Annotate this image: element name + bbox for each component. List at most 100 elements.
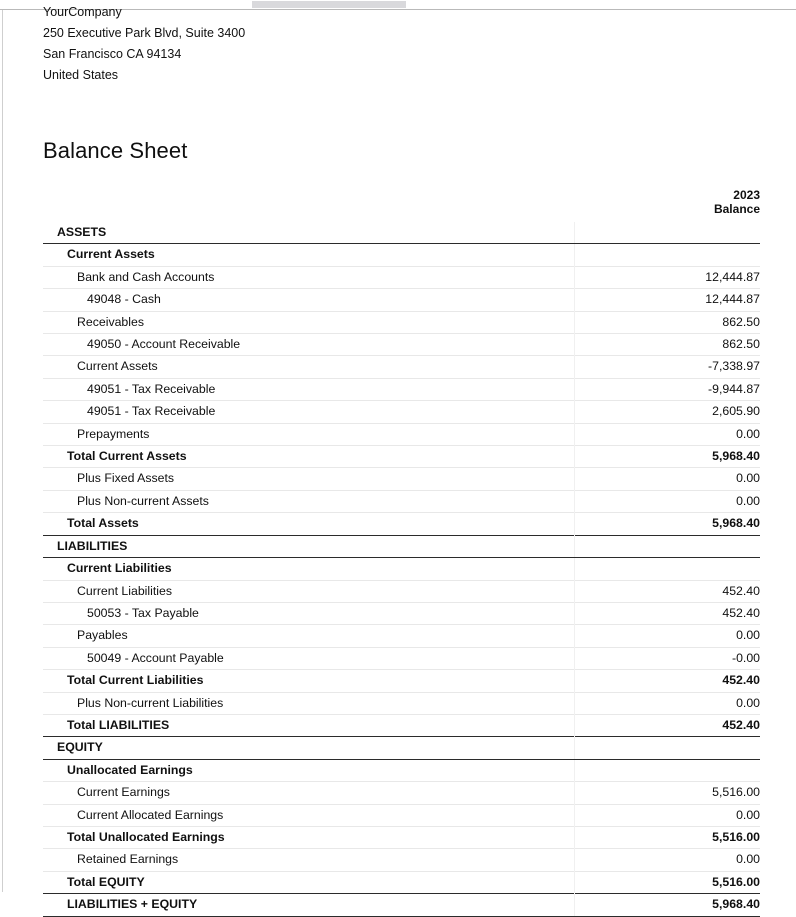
row-value: [573, 736, 760, 760]
row-label: 49050 - Account Receivable: [43, 333, 574, 356]
row-label: 49051 - Tax Receivable: [43, 377, 574, 401]
table-row: Total Current Assets 5,968.40: [43, 445, 760, 468]
row-label: Current Liabilities: [43, 579, 574, 603]
table-row: Current Allocated Earnings 0.00: [43, 803, 760, 827]
table-row: Plus Non-current Liabilities 0.00: [43, 691, 760, 715]
table-row: Receivables 862.50: [43, 310, 760, 334]
row-value: 12,444.87: [573, 288, 760, 312]
table-row: ASSETS: [43, 222, 760, 245]
document-page: YourCompany 250 Executive Park Blvd, Sui…: [2, 5, 796, 917]
row-label: Retained Earnings: [43, 848, 574, 872]
row-label: Plus Non-current Liabilities: [43, 691, 574, 715]
column-header-balance: 2023 Balance: [713, 188, 760, 216]
row-label: 50049 - Account Payable: [43, 646, 574, 670]
table-header: 2023 Balance: [43, 188, 760, 222]
table-row: Payables 0.00: [43, 624, 760, 648]
table-row: 50053 - Tax Payable 452.40: [43, 601, 760, 625]
row-value: 0.00: [573, 803, 760, 827]
page-title: Balance Sheet: [43, 138, 188, 163]
row-value: 0.00: [573, 467, 760, 491]
row-label: Total Unallocated Earnings: [43, 825, 574, 849]
row-value: 0.00: [573, 691, 760, 715]
row-value: 452.40: [573, 579, 760, 603]
company-name: YourCompany: [43, 5, 122, 19]
row-label: Payables: [43, 624, 574, 648]
row-label: Receivables: [43, 310, 574, 334]
row-label: Current Liabilities: [43, 557, 574, 580]
row-value: 5,516.00: [573, 781, 760, 805]
row-label: Total Current Liabilities: [43, 669, 574, 693]
row-label: ASSETS: [43, 222, 574, 245]
row-label: Current Earnings: [43, 781, 574, 805]
table-row: 49051 - Tax Receivable 2,605.90: [43, 400, 760, 424]
row-value: 12,444.87: [573, 265, 760, 289]
row-value: [573, 557, 760, 580]
table-row: 49050 - Account Receivable 862.50: [43, 333, 760, 356]
table-row: LIABILITIES + EQUITY 5,968.40: [43, 893, 760, 917]
table-row: 49051 - Tax Receivable -9,944.87: [43, 377, 760, 401]
row-value: 5,516.00: [573, 825, 760, 849]
row-label: Total Current Assets: [43, 445, 574, 468]
row-value: 452.40: [573, 601, 760, 625]
row-label: LIABILITIES: [43, 534, 574, 559]
table-row: Current Earnings 5,516.00: [43, 781, 760, 805]
row-value: 862.50: [573, 333, 760, 356]
row-value: 5,968.40: [573, 445, 760, 468]
row-value: [573, 534, 760, 559]
row-value: 0.00: [573, 848, 760, 872]
table-row: Unallocated Earnings: [43, 759, 760, 782]
table-row: Current Assets -7,338.97: [43, 355, 760, 379]
row-label: Total EQUITY: [43, 870, 574, 894]
table-row: Total Assets 5,968.40: [43, 512, 760, 536]
row-value: 0.00: [573, 422, 760, 446]
table-row: Total EQUITY 5,516.00: [43, 870, 760, 894]
row-label: 49048 - Cash: [43, 288, 574, 312]
row-value: [573, 243, 760, 267]
row-value: [573, 222, 760, 245]
row-label: Total Assets: [43, 512, 574, 536]
browser-chrome-strip: [0, 0, 796, 10]
table-row: LIABILITIES: [43, 534, 760, 559]
table-row: Plus Non-current Assets 0.00: [43, 489, 760, 513]
table-row: Plus Fixed Assets 0.00: [43, 467, 760, 491]
table-row: Prepayments 0.00: [43, 422, 760, 446]
table-row: Current Liabilities 452.40: [43, 579, 760, 603]
company-country: United States: [43, 68, 119, 82]
table-header-row: 2023 Balance: [43, 188, 760, 222]
row-label: 49051 - Tax Receivable: [43, 400, 574, 424]
row-label: Plus Fixed Assets: [43, 467, 574, 491]
table-row: Retained Earnings 0.00: [43, 848, 760, 872]
row-value: 0.00: [573, 489, 760, 513]
table-row: Current Assets: [43, 243, 760, 267]
table-row: 49048 - Cash 12,444.87: [43, 288, 760, 312]
row-label: Prepayments: [43, 422, 574, 446]
row-value: [573, 759, 760, 782]
row-value: 2,605.90: [573, 400, 760, 424]
balance-sheet-table: 2023 Balance ASSETS Current Assets Bank an…: [43, 188, 760, 917]
column-header-label: [43, 188, 574, 222]
table-row: 50049 - Account Payable -0.00: [43, 646, 760, 670]
row-label: Current Assets: [43, 355, 574, 379]
row-value: -7,338.97: [573, 355, 760, 379]
row-value: -9,944.87: [573, 377, 760, 401]
company-address-block: YourCompany 250 Executive Park Blvd, Sui…: [43, 2, 245, 86]
row-label: Total LIABILITIES: [43, 713, 574, 737]
row-value: 5,968.40: [573, 512, 760, 536]
row-value: -0.00: [573, 646, 760, 670]
table-row: Current Liabilities: [43, 557, 760, 580]
table-body: ASSETS Current Assets Bank and Cash Accoun…: [43, 222, 760, 917]
row-value: 5,968.40: [573, 893, 760, 917]
row-label: 50053 - Tax Payable: [43, 601, 574, 625]
row-value: 452.40: [573, 669, 760, 693]
table-row: Total Current Liabilities 452.40: [43, 669, 760, 693]
row-label: Plus Non-current Assets: [43, 489, 574, 513]
table-row: Total LIABILITIES 452.40: [43, 713, 760, 737]
company-address-line-1: 250 Executive Park Blvd, Suite 3400: [43, 26, 246, 40]
table-row: Bank and Cash Accounts 12,444.87: [43, 265, 760, 289]
table-row: Total Unallocated Earnings 5,516.00: [43, 825, 760, 849]
row-value: 862.50: [573, 310, 760, 334]
table-row: EQUITY: [43, 736, 760, 760]
row-label: Current Allocated Earnings: [43, 803, 574, 827]
browser-tab-placeholder[interactable]: [252, 1, 406, 8]
row-label: LIABILITIES + EQUITY: [43, 893, 574, 917]
